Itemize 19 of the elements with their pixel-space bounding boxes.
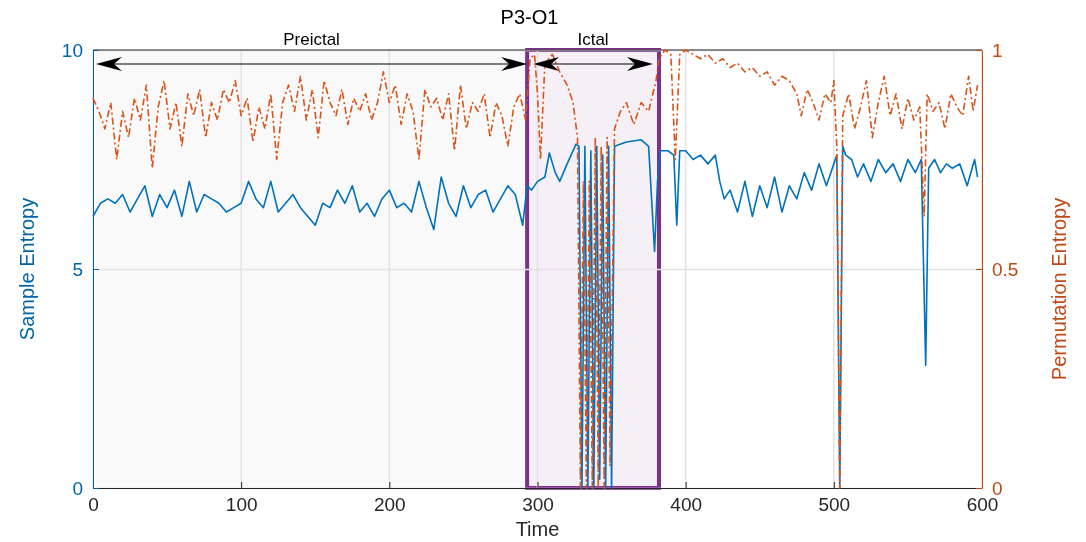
x-tick-label: 200 [373,494,406,516]
y-tick-label: 10 [61,39,83,61]
x-tick-label: 500 [818,494,851,516]
y2-tick-label: 0.5 [992,258,1019,280]
x-tick-label: 300 [522,494,554,516]
x-tick-label: 400 [670,494,703,516]
band-label: Preictal [283,30,340,49]
x-axis-title: Time [515,518,560,540]
y-tick-label: 5 [72,258,83,280]
y-tick-label: 0 [72,477,83,499]
line-series [92,49,979,489]
y2-tick-label: 1 [992,39,1003,61]
x-tick-label: 100 [225,494,258,516]
band-label: Ictal [577,30,609,49]
chart-title: P3-O1 [500,6,559,28]
y2-axis-title: Permutation Entropy [1048,197,1070,381]
line-series [92,138,979,489]
y-axis-title: Sample Entropy [16,197,38,341]
x-tick-label: 0 [88,494,99,516]
